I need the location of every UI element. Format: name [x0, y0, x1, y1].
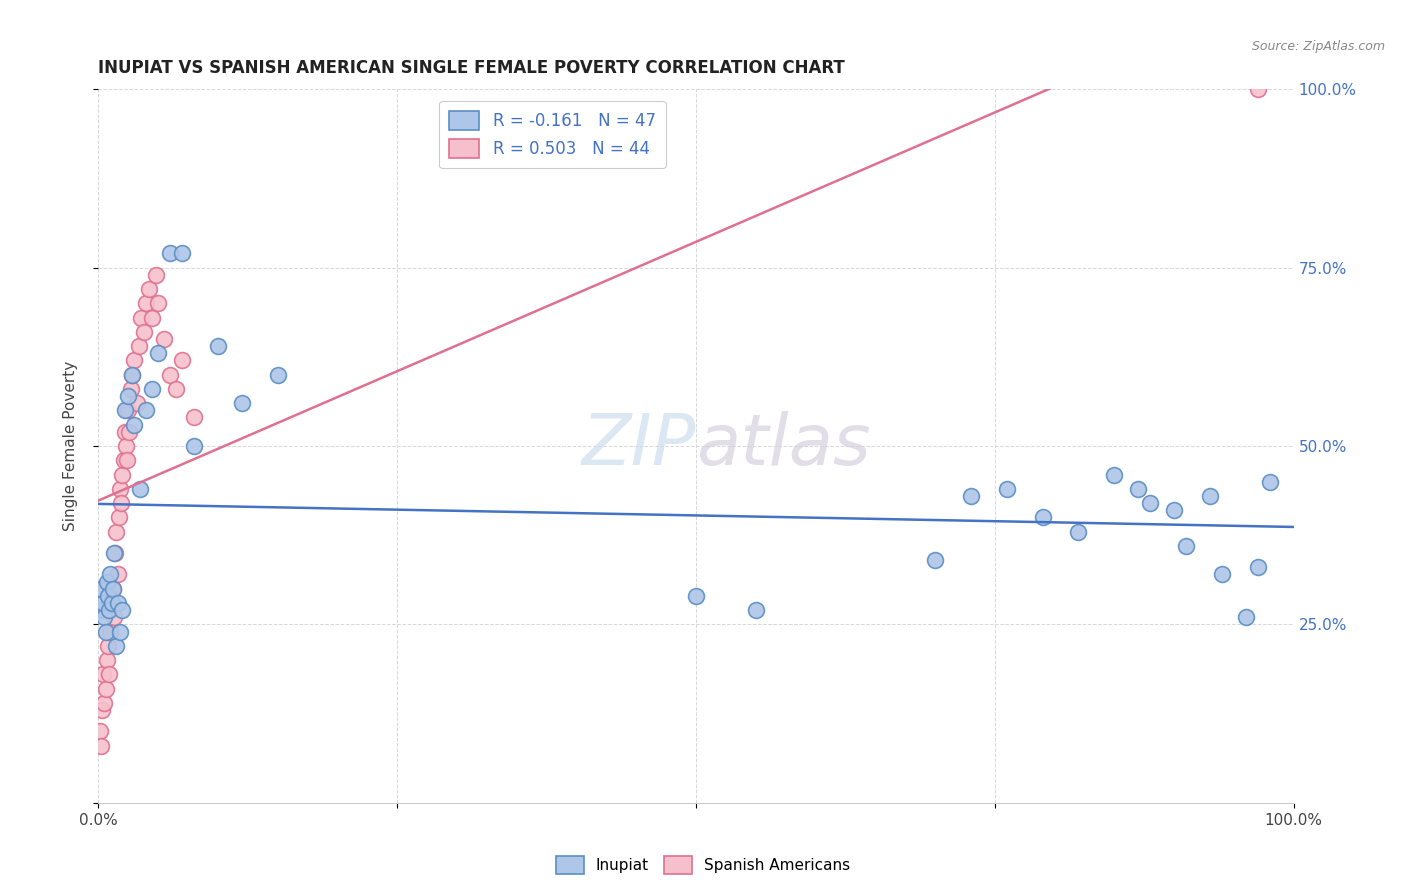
Point: [110, 496, 132, 510]
Point: [1211, 567, 1233, 582]
Point: [91, 596, 114, 610]
Point: [98, 603, 121, 617]
Point: [111, 603, 134, 617]
Point: [128, 339, 150, 353]
Point: [135, 403, 157, 417]
Point: [94, 681, 117, 696]
Text: atlas: atlas: [696, 411, 870, 481]
Point: [1247, 560, 1270, 574]
Point: [94, 624, 117, 639]
Point: [103, 546, 125, 560]
Point: [89, 724, 111, 739]
Point: [1234, 610, 1257, 624]
Point: [97, 589, 120, 603]
Point: [1139, 496, 1161, 510]
Legend: Inupiat, Spanish Americans: Inupiat, Spanish Americans: [550, 850, 856, 880]
Point: [1163, 503, 1185, 517]
Point: [100, 596, 122, 610]
Point: [98, 567, 122, 582]
Point: [117, 403, 139, 417]
Point: [960, 489, 983, 503]
Point: [115, 439, 138, 453]
Point: [172, 353, 194, 368]
Point: [108, 624, 131, 639]
Point: [96, 653, 118, 667]
Point: [1128, 482, 1150, 496]
Point: [118, 425, 141, 439]
Point: [1258, 475, 1281, 489]
Point: [93, 610, 115, 624]
Point: [114, 403, 136, 417]
Point: [172, 246, 194, 260]
Point: [141, 310, 163, 325]
Point: [153, 332, 176, 346]
Point: [91, 703, 114, 717]
Point: [267, 368, 290, 382]
Point: [124, 417, 146, 432]
Point: [121, 368, 143, 382]
Point: [117, 389, 139, 403]
Point: [97, 639, 120, 653]
Point: [93, 696, 115, 710]
Point: [121, 368, 143, 382]
Point: [141, 382, 163, 396]
Point: [231, 396, 253, 410]
Point: [105, 639, 128, 653]
Point: [1175, 539, 1198, 553]
Point: [120, 382, 142, 396]
Point: [108, 482, 131, 496]
Point: [183, 439, 205, 453]
Point: [105, 524, 128, 539]
Point: [107, 596, 129, 610]
Point: [148, 346, 170, 360]
Point: [131, 310, 153, 325]
Point: [90, 582, 112, 596]
Point: [96, 574, 118, 589]
Point: [1247, 82, 1270, 96]
Text: Source: ZipAtlas.com: Source: ZipAtlas.com: [1251, 40, 1385, 54]
Point: [132, 325, 155, 339]
Point: [135, 296, 157, 310]
Y-axis label: Single Female Poverty: Single Female Poverty: [63, 361, 77, 531]
Legend: R = -0.161   N = 47, R = 0.503   N = 44: R = -0.161 N = 47, R = 0.503 N = 44: [440, 101, 665, 168]
Point: [125, 396, 148, 410]
Point: [91, 667, 114, 681]
Point: [115, 453, 138, 467]
Point: [924, 553, 946, 567]
Point: [207, 339, 229, 353]
Point: [129, 482, 152, 496]
Point: [104, 546, 127, 560]
Point: [138, 282, 160, 296]
Text: ZIP: ZIP: [582, 411, 696, 481]
Point: [1199, 489, 1222, 503]
Point: [101, 582, 124, 596]
Point: [1032, 510, 1054, 524]
Point: [98, 624, 122, 639]
Point: [124, 353, 146, 368]
Point: [685, 589, 707, 603]
Point: [995, 482, 1018, 496]
Point: [165, 382, 187, 396]
Point: [159, 246, 181, 260]
Point: [107, 567, 129, 582]
Point: [107, 510, 129, 524]
Point: [98, 667, 121, 681]
Point: [159, 368, 181, 382]
Point: [1104, 467, 1126, 482]
Point: [1067, 524, 1090, 539]
Point: [100, 596, 122, 610]
Point: [91, 603, 114, 617]
Point: [145, 268, 167, 282]
Point: [148, 296, 170, 310]
Text: INUPIAT VS SPANISH AMERICAN SINGLE FEMALE POVERTY CORRELATION CHART: INUPIAT VS SPANISH AMERICAN SINGLE FEMAL…: [98, 59, 845, 77]
Point: [101, 582, 124, 596]
Point: [112, 453, 135, 467]
Point: [103, 610, 125, 624]
Point: [111, 467, 134, 482]
Point: [183, 410, 205, 425]
Point: [114, 425, 136, 439]
Point: [745, 603, 768, 617]
Point: [90, 739, 112, 753]
